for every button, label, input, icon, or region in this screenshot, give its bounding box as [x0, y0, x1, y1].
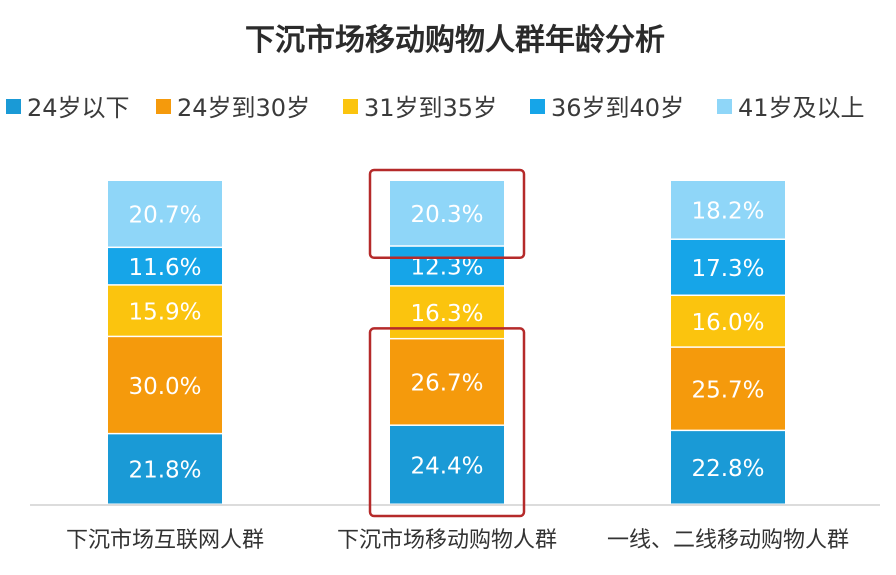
bars-group: 21.8% 30.0% 15.9% 11.6% 20.7% 24.4% 26.7% 16.3%…: [108, 181, 785, 504]
legend-label: 36岁到40岁: [551, 94, 684, 122]
highlight-boxes: [368, 168, 526, 518]
segment-value-label: 21.8%: [128, 458, 201, 484]
category-label: 一线、二线移动购物人群: [607, 528, 849, 553]
legend-swatch: [6, 99, 21, 114]
bar-segment: [108, 181, 222, 247]
legend-label: 24岁以下: [27, 94, 130, 122]
category-label: 下沉市场互联网人群: [66, 528, 264, 553]
segment-value-label: 16.0%: [691, 310, 764, 336]
segment-value-label: 17.3%: [691, 256, 764, 282]
segment-value-label: 12.3%: [410, 255, 483, 281]
chart-title: 下沉市场移动购物人群年龄分析: [245, 23, 665, 58]
segment-value-label: 25.7%: [691, 377, 764, 403]
segment-value-label: 18.2%: [691, 198, 764, 224]
legend: 24岁以下 24岁到30岁 31岁到35岁 36岁到40岁 41岁及以上: [6, 94, 865, 122]
segment-value-label: 20.7%: [128, 203, 201, 229]
bar-segment: [390, 181, 504, 246]
segment-value-label: 30.0%: [128, 374, 201, 400]
bar-segment: [671, 431, 785, 504]
legend-swatch: [530, 99, 545, 114]
category-label: 下沉市场移动购物人群: [337, 528, 557, 553]
category-labels: 下沉市场互联网人群 下沉市场移动购物人群 一线、二线移动购物人群: [66, 528, 849, 553]
segment-value-label: 24.4%: [410, 453, 483, 479]
legend-item: 24岁以下: [6, 94, 130, 122]
legend-label: 31岁到35岁: [364, 94, 497, 122]
segment-value-label: 26.7%: [410, 371, 483, 397]
bar-segment: [108, 434, 222, 504]
legend-swatch: [343, 99, 358, 114]
bar-segment: [671, 239, 785, 295]
bar-segment: [671, 347, 785, 430]
bar-segment: [390, 246, 504, 286]
segment-value-label: 15.9%: [128, 299, 201, 325]
legend-swatch: [717, 99, 732, 114]
segment-value-label: 22.8%: [691, 456, 764, 482]
legend-label: 41岁及以上: [738, 94, 865, 122]
legend-item: 41岁及以上: [717, 94, 865, 122]
bar-segment: [671, 181, 785, 239]
legend-item: 36岁到40岁: [530, 94, 684, 122]
bar-segment: [108, 248, 222, 285]
bar-segment: [671, 296, 785, 347]
legend-item: 24岁到30岁: [156, 94, 310, 122]
bar-segment: [390, 339, 504, 425]
bar-segment: [108, 285, 222, 336]
legend-item: 31岁到35岁: [343, 94, 497, 122]
segment-value-label: 20.3%: [410, 202, 483, 228]
bar-segment: [108, 337, 222, 433]
highlight-box: [368, 327, 526, 518]
segment-value-label: 16.3%: [410, 301, 483, 327]
legend-label: 24岁到30岁: [177, 94, 310, 122]
legend-swatch: [156, 99, 171, 114]
bar-segment: [390, 425, 504, 504]
highlight-box: [368, 168, 526, 260]
segment-value-label: 11.6%: [128, 255, 201, 281]
